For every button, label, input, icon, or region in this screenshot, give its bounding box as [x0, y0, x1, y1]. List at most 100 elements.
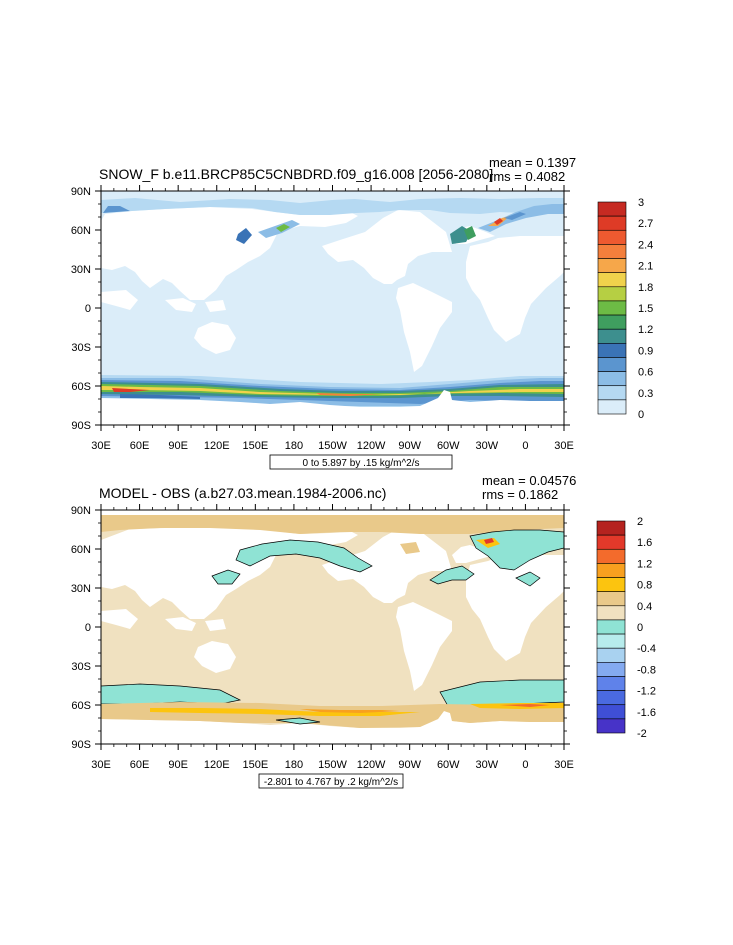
- colorbar-label: 2.4: [638, 239, 653, 251]
- colorbar-swatch: [596, 563, 626, 578]
- y-tick-label: 60N: [71, 225, 91, 237]
- colorbar-swatch: [597, 357, 627, 372]
- panel-title: SNOW_F b.e11.BRCP85C5CNBDRD.f09_g16.008 …: [99, 166, 493, 182]
- land-mask: [101, 526, 564, 744]
- colorbar-swatch: [597, 272, 627, 288]
- rms-value: rms = 0.1862: [482, 487, 558, 502]
- x-tick-label: 60E: [130, 440, 150, 452]
- x-tick-label: 90E: [168, 440, 188, 452]
- x-tick-label: 90E: [168, 759, 188, 771]
- colorbar-label: 1.2: [637, 558, 652, 570]
- x-tick-label: 150E: [242, 440, 268, 452]
- colorbar-swatch: [597, 215, 627, 231]
- x-tick-label: 60W: [437, 440, 460, 452]
- colorbar-swatch: [597, 300, 627, 316]
- southern-ocean-difference: [101, 679, 564, 728]
- colorbar-swatch: [596, 619, 626, 635]
- colorbar-swatch: [597, 399, 627, 415]
- colorbar-swatch: [597, 343, 627, 358]
- x-tick-label: 0: [522, 440, 528, 452]
- x-tick-label: 60E: [130, 759, 150, 771]
- panel-title: MODEL - OBS (a.b27.03.mean.1984-2006.nc): [99, 485, 386, 501]
- colorbar-label: 1.6: [637, 537, 652, 549]
- y-tick-label: 60S: [71, 381, 91, 393]
- map-axes: 30E 60E 90E 120E 150E 180 150W 120W 90W 60W 30W 0 30…: [71, 504, 574, 771]
- colorbar-label: 0.6: [638, 367, 653, 379]
- colorbar-label: 0.4: [637, 601, 652, 613]
- colorbar-swatch: [596, 676, 626, 691]
- panel-model-minus-obs: 30E 60E 90E 120E 150E 180 150W 120W 90W 60W 30W 0 30…: [71, 473, 656, 789]
- contour-info: -2.801 to 4.767 by .2 kg/m^2/s: [264, 777, 398, 788]
- colorbar-swatch: [597, 229, 627, 245]
- x-tick-label: 150W: [318, 759, 347, 771]
- colorbar-swatch: [597, 258, 627, 273]
- arctic-difference: [101, 515, 564, 587]
- colorbar-label: -1.6: [637, 707, 656, 719]
- x-tick-label: 30E: [91, 759, 111, 771]
- colorbar-label: -0.8: [637, 664, 656, 676]
- colorbar-swatch: [596, 548, 626, 564]
- y-tick-label: 60S: [71, 700, 91, 712]
- colorbar: 3 2.7 2.4 2.1 1.8 1.5 1.2 0.9 0.6 0.3 0: [597, 197, 653, 421]
- contour-info-box: [269, 454, 453, 470]
- y-tick-label: 0: [85, 622, 91, 634]
- arctic-snow-bands: [101, 198, 564, 244]
- colorbar-label: -0.4: [637, 643, 656, 655]
- y-tick-label: 30N: [71, 264, 91, 276]
- colorbar-swatch: [596, 690, 626, 706]
- x-tick-label: 60W: [437, 759, 460, 771]
- colorbar-swatch: [597, 286, 627, 302]
- x-tick-label: 30E: [554, 440, 574, 452]
- colorbar-swatch: [596, 534, 626, 550]
- x-tick-label: 0: [522, 759, 528, 771]
- x-tick-label: 90W: [398, 759, 421, 771]
- x-tick-label: 120E: [204, 440, 230, 452]
- colorbar-swatch: [597, 201, 627, 217]
- colorbar-label: 2: [637, 516, 643, 528]
- colorbar-label: 1.5: [638, 303, 653, 315]
- colorbar-swatch: [597, 314, 627, 330]
- colorbar-label: 1.2: [638, 324, 653, 336]
- mean-value: mean = 0.1397: [489, 155, 576, 170]
- colorbar-swatch: [596, 605, 626, 621]
- contour-info-box: [258, 773, 404, 789]
- rms-value: rms = 0.4082: [489, 169, 565, 184]
- colorbar-label: 3: [638, 197, 644, 209]
- colorbar-swatch: [596, 633, 626, 649]
- mean-value: mean = 0.04576: [482, 473, 576, 488]
- map-axes: 30E 60E 90E 120E 150E 180 150W 120W 90W 60W 30W 0 30…: [71, 185, 574, 452]
- x-tick-label: 150E: [242, 759, 268, 771]
- colorbar-label: 0.3: [638, 388, 653, 400]
- colorbar-swatch: [597, 371, 627, 387]
- colorbar-swatch: [597, 244, 627, 259]
- x-tick-label: 30W: [476, 440, 499, 452]
- colorbar-label: -2: [637, 728, 647, 740]
- colorbar-swatch: [596, 577, 626, 592]
- colorbar-swatch: [597, 328, 627, 344]
- colorbar-swatch: [596, 591, 626, 607]
- colorbar-label: 1.8: [638, 282, 653, 294]
- y-tick-label: 30N: [71, 583, 91, 595]
- colorbar-label: 0: [637, 622, 643, 634]
- x-tick-label: 30E: [91, 440, 111, 452]
- colorbar-swatch: [596, 647, 626, 663]
- colorbar-swatch: [596, 704, 626, 720]
- x-tick-label: 120W: [357, 440, 386, 452]
- colorbar-label: -1.2: [637, 686, 656, 698]
- x-tick-label: 180: [285, 440, 303, 452]
- x-tick-label: 30W: [476, 759, 499, 771]
- colorbar-swatch: [597, 385, 627, 401]
- colorbar-swatch: [596, 520, 626, 536]
- colorbar-swatch: [596, 662, 626, 677]
- x-tick-label: 180: [285, 759, 303, 771]
- y-tick-label: 90S: [71, 739, 91, 751]
- contour-info: 0 to 5.897 by .15 kg/m^2/s: [303, 458, 420, 469]
- y-tick-label: 90N: [71, 505, 91, 517]
- colorbar: 2 1.6 1.2 0.8 0.4 0 -0.4 -0.8 -1.2 -1.6 -2: [596, 516, 656, 740]
- x-tick-label: 90W: [398, 440, 421, 452]
- y-tick-label: 60N: [71, 544, 91, 556]
- colorbar-label: 0: [638, 409, 644, 421]
- y-tick-label: 90N: [71, 186, 91, 198]
- colorbar-label: 2.7: [638, 218, 653, 230]
- colorbar-label: 0.9: [638, 345, 653, 357]
